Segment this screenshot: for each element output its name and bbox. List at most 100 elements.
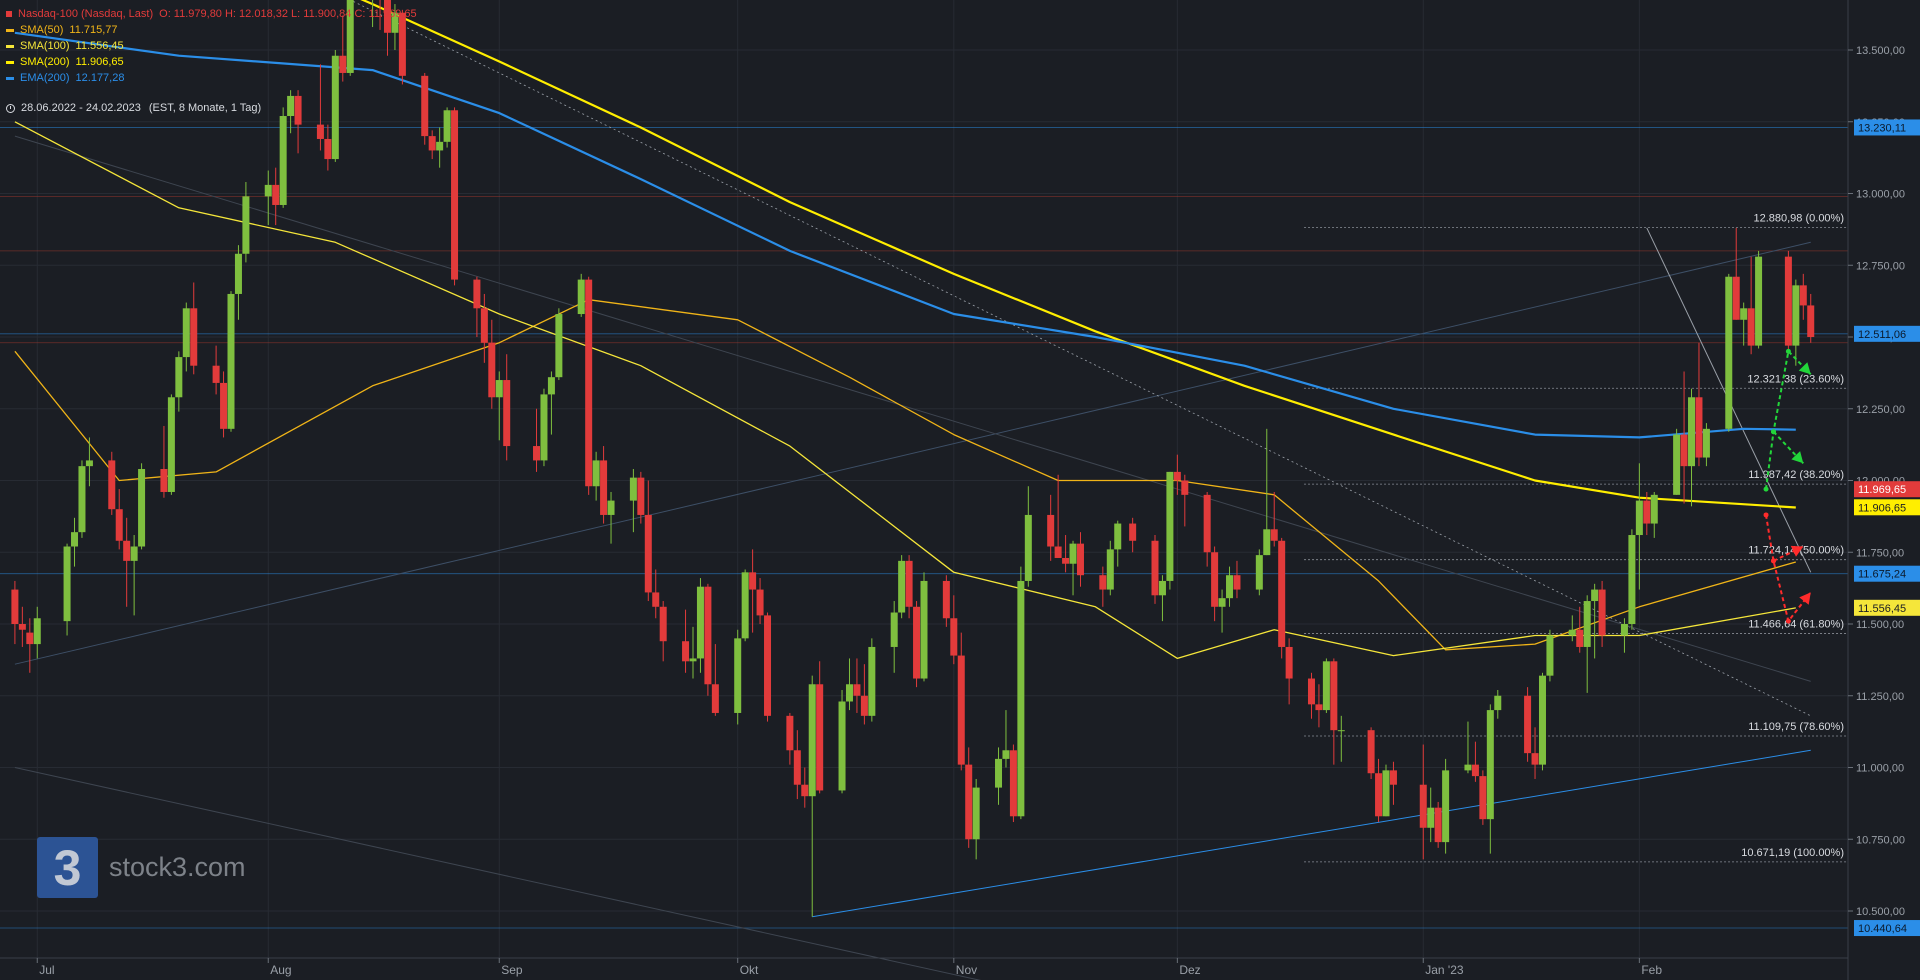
candle bbox=[1747, 256, 1755, 355]
candle-body bbox=[898, 560, 906, 613]
legend-indicator[interactable]: EMA(200) 12.177,28 bbox=[6, 70, 417, 86]
candle-body bbox=[696, 586, 704, 659]
candle-body bbox=[1464, 764, 1472, 771]
candle-body bbox=[1688, 397, 1696, 467]
fib-level-label: 10.671,19 (100.00%) bbox=[1741, 847, 1844, 859]
candle bbox=[1337, 715, 1345, 762]
candle bbox=[138, 463, 146, 550]
y-tick-label: 10.750,00 bbox=[1856, 834, 1905, 846]
candle bbox=[372, 0, 374, 28]
candle bbox=[1620, 618, 1628, 653]
scenario-node bbox=[1770, 429, 1776, 435]
candle-body bbox=[123, 540, 131, 561]
candle bbox=[18, 606, 26, 647]
scenario-arrowhead bbox=[1790, 545, 1804, 557]
candle-body bbox=[1583, 601, 1591, 647]
date-range[interactable]: 28.06.2022 - 24.02.2023 (EST, 8 Monate, … bbox=[6, 102, 261, 114]
candle-body bbox=[160, 469, 168, 492]
candle-body bbox=[1129, 523, 1137, 541]
candle-body bbox=[1166, 471, 1174, 581]
candle bbox=[749, 549, 757, 633]
candle bbox=[585, 276, 593, 495]
candle-body bbox=[1307, 678, 1315, 705]
candle bbox=[391, 4, 399, 50]
candle bbox=[1203, 491, 1211, 567]
candle bbox=[1054, 474, 1062, 558]
candle-body bbox=[264, 184, 272, 197]
candle bbox=[279, 107, 287, 208]
candle-body bbox=[1442, 770, 1450, 843]
indicator-value: 12.177,28 bbox=[75, 72, 125, 84]
indicator-swatch bbox=[6, 76, 14, 80]
candle-body bbox=[972, 787, 980, 840]
candle bbox=[793, 730, 801, 800]
candle-body bbox=[1538, 675, 1546, 765]
candle bbox=[421, 72, 429, 145]
candle-body bbox=[1732, 276, 1740, 320]
candle-body bbox=[279, 116, 287, 205]
candle-body bbox=[1494, 695, 1502, 711]
legend-indicator[interactable]: SMA(100) 11.556,45 bbox=[6, 38, 417, 54]
candle bbox=[1270, 491, 1278, 547]
candle-body bbox=[71, 532, 79, 547]
candle-body bbox=[1106, 549, 1114, 590]
candle bbox=[644, 480, 652, 602]
price-tag-label: 11.906,65 bbox=[1858, 502, 1906, 514]
candle-body bbox=[1419, 784, 1427, 828]
candle-body bbox=[950, 618, 958, 656]
candle-body bbox=[1218, 598, 1226, 607]
candle-body bbox=[868, 646, 876, 716]
candle bbox=[1263, 428, 1271, 556]
price-tag: 11.906,65 bbox=[1854, 499, 1920, 516]
candle-body bbox=[443, 110, 451, 142]
legend-indicator[interactable]: SMA(50) 11.715,77 bbox=[6, 22, 417, 38]
candle bbox=[26, 618, 34, 673]
candle bbox=[316, 64, 324, 151]
candle-body bbox=[1270, 529, 1278, 541]
candle bbox=[1382, 764, 1390, 817]
candle bbox=[920, 572, 928, 682]
instrument-ohlc: O: 11.979,80 H: 12.018,32 L: 11.900,84 C… bbox=[159, 8, 417, 20]
indicator-value: 11.556,45 bbox=[75, 40, 124, 52]
scenario-arrow bbox=[1765, 349, 1812, 490]
candle-body bbox=[85, 460, 93, 467]
legend-indicator[interactable]: SMA(200) 11.906,65 bbox=[6, 54, 417, 70]
candle-body bbox=[793, 750, 801, 785]
instrument-icon bbox=[6, 11, 12, 17]
candle-body bbox=[913, 606, 921, 679]
candle-body bbox=[324, 138, 332, 160]
candle-body bbox=[272, 184, 280, 205]
candle bbox=[123, 517, 131, 607]
candle bbox=[995, 747, 1003, 805]
scenario-node bbox=[1785, 618, 1791, 624]
candle-body bbox=[704, 586, 712, 685]
candle bbox=[443, 107, 451, 148]
logo-mark: 3 bbox=[37, 837, 98, 898]
candle bbox=[682, 609, 690, 673]
candle bbox=[1307, 672, 1315, 719]
candle-body bbox=[652, 592, 660, 607]
candle-body bbox=[689, 658, 697, 662]
candle bbox=[428, 130, 436, 160]
trend-line bbox=[14, 767, 982, 980]
price-tag: 11.969,65 bbox=[1854, 481, 1920, 498]
candle-body bbox=[816, 684, 824, 791]
candle-body bbox=[1076, 543, 1084, 576]
candle bbox=[637, 471, 645, 524]
candle-body bbox=[1278, 540, 1286, 647]
candle bbox=[1680, 371, 1688, 504]
candle-body bbox=[838, 701, 846, 791]
x-tick-label: Jul bbox=[39, 963, 54, 977]
candle-body bbox=[853, 684, 861, 696]
fib-level-label: 11.109,75 (78.60%) bbox=[1748, 721, 1844, 733]
candle-body bbox=[78, 466, 86, 533]
candle-body bbox=[965, 764, 973, 840]
scenario-arrow bbox=[1773, 545, 1804, 562]
candle bbox=[1002, 710, 1010, 768]
candle-body bbox=[1427, 807, 1435, 828]
candle-body bbox=[1792, 285, 1800, 346]
candle bbox=[1695, 342, 1703, 467]
candle bbox=[950, 595, 958, 665]
price-tag-background bbox=[1854, 325, 1920, 342]
